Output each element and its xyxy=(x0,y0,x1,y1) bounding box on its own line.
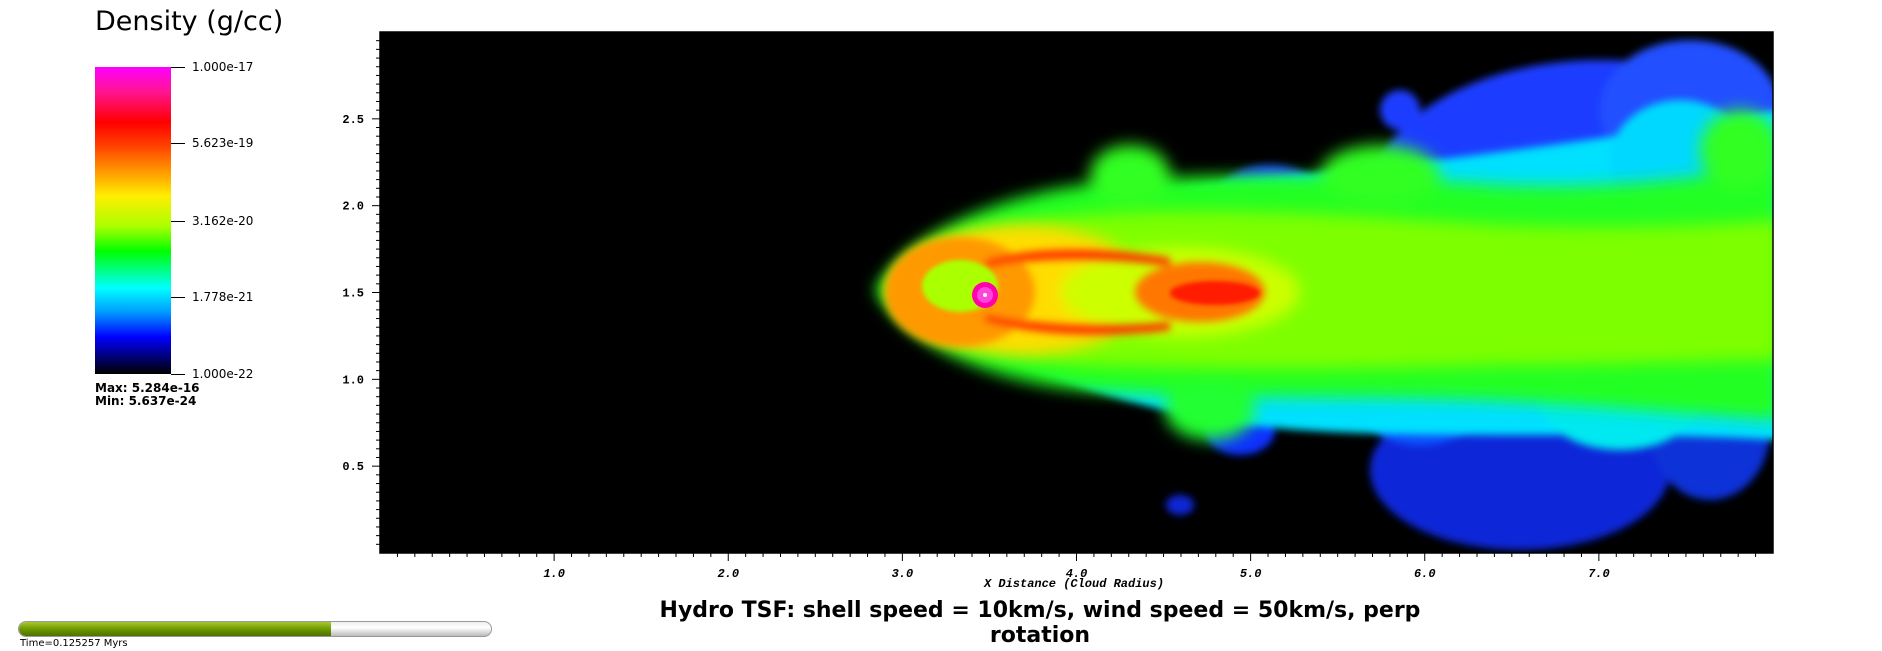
x-tick-label: 3.0 xyxy=(892,567,914,581)
x-tick-label: 7.0 xyxy=(1588,567,1610,581)
time-label: Time=0.125257 Myrs xyxy=(20,638,128,649)
colorbar-title: Density (g/cc) xyxy=(95,6,284,37)
x-axis: 1.0 2.0 3.0 4.0 5.0 6.0 7.0 xyxy=(396,553,1757,581)
y-tick-label: 0.5 xyxy=(342,460,364,474)
plot-caption: Hydro TSF: shell speed = 10km/s, wind sp… xyxy=(659,598,1421,648)
x-tick-label: 5.0 xyxy=(1240,567,1262,581)
density-field xyxy=(875,40,1773,550)
colorbar-tick xyxy=(171,143,185,144)
colorbar-label: 1.778e-21 xyxy=(192,290,254,304)
colorbar-label: 5.623e-19 xyxy=(192,136,254,150)
y-tick-label: 2.5 xyxy=(342,113,364,127)
time-progress-bar xyxy=(18,621,492,637)
data-min-label: Min: 5.637e-24 xyxy=(95,394,197,408)
x-axis-label: X Distance (Cloud Radius) xyxy=(983,577,1164,591)
x-tick-label: 2.0 xyxy=(717,567,739,581)
colorbar-label-max: 1.000e-17 xyxy=(192,60,254,74)
x-tick-label: 1.0 xyxy=(543,567,565,581)
data-max-label: Max: 5.284e-16 xyxy=(95,381,200,395)
y-axis: 0.5 1.0 1.5 2.0 2.5 xyxy=(342,40,380,545)
x-tick-label: 6.0 xyxy=(1414,567,1436,581)
time-progress-fill xyxy=(19,622,331,636)
colorbar-tick xyxy=(171,67,185,68)
colorbar-tick xyxy=(171,297,185,298)
colorbar-label: 3.162e-20 xyxy=(192,214,254,228)
y-tick-label: 1.5 xyxy=(342,287,364,301)
colorbar-tick xyxy=(171,374,185,375)
y-tick-label: 2.0 xyxy=(342,200,364,214)
colorbar xyxy=(95,67,171,374)
colorbar-label-min: 1.000e-22 xyxy=(192,367,254,381)
x-tick-label: 4.0 xyxy=(1066,567,1088,581)
colorbar-tick xyxy=(171,221,185,222)
y-tick-label: 1.0 xyxy=(342,373,364,387)
